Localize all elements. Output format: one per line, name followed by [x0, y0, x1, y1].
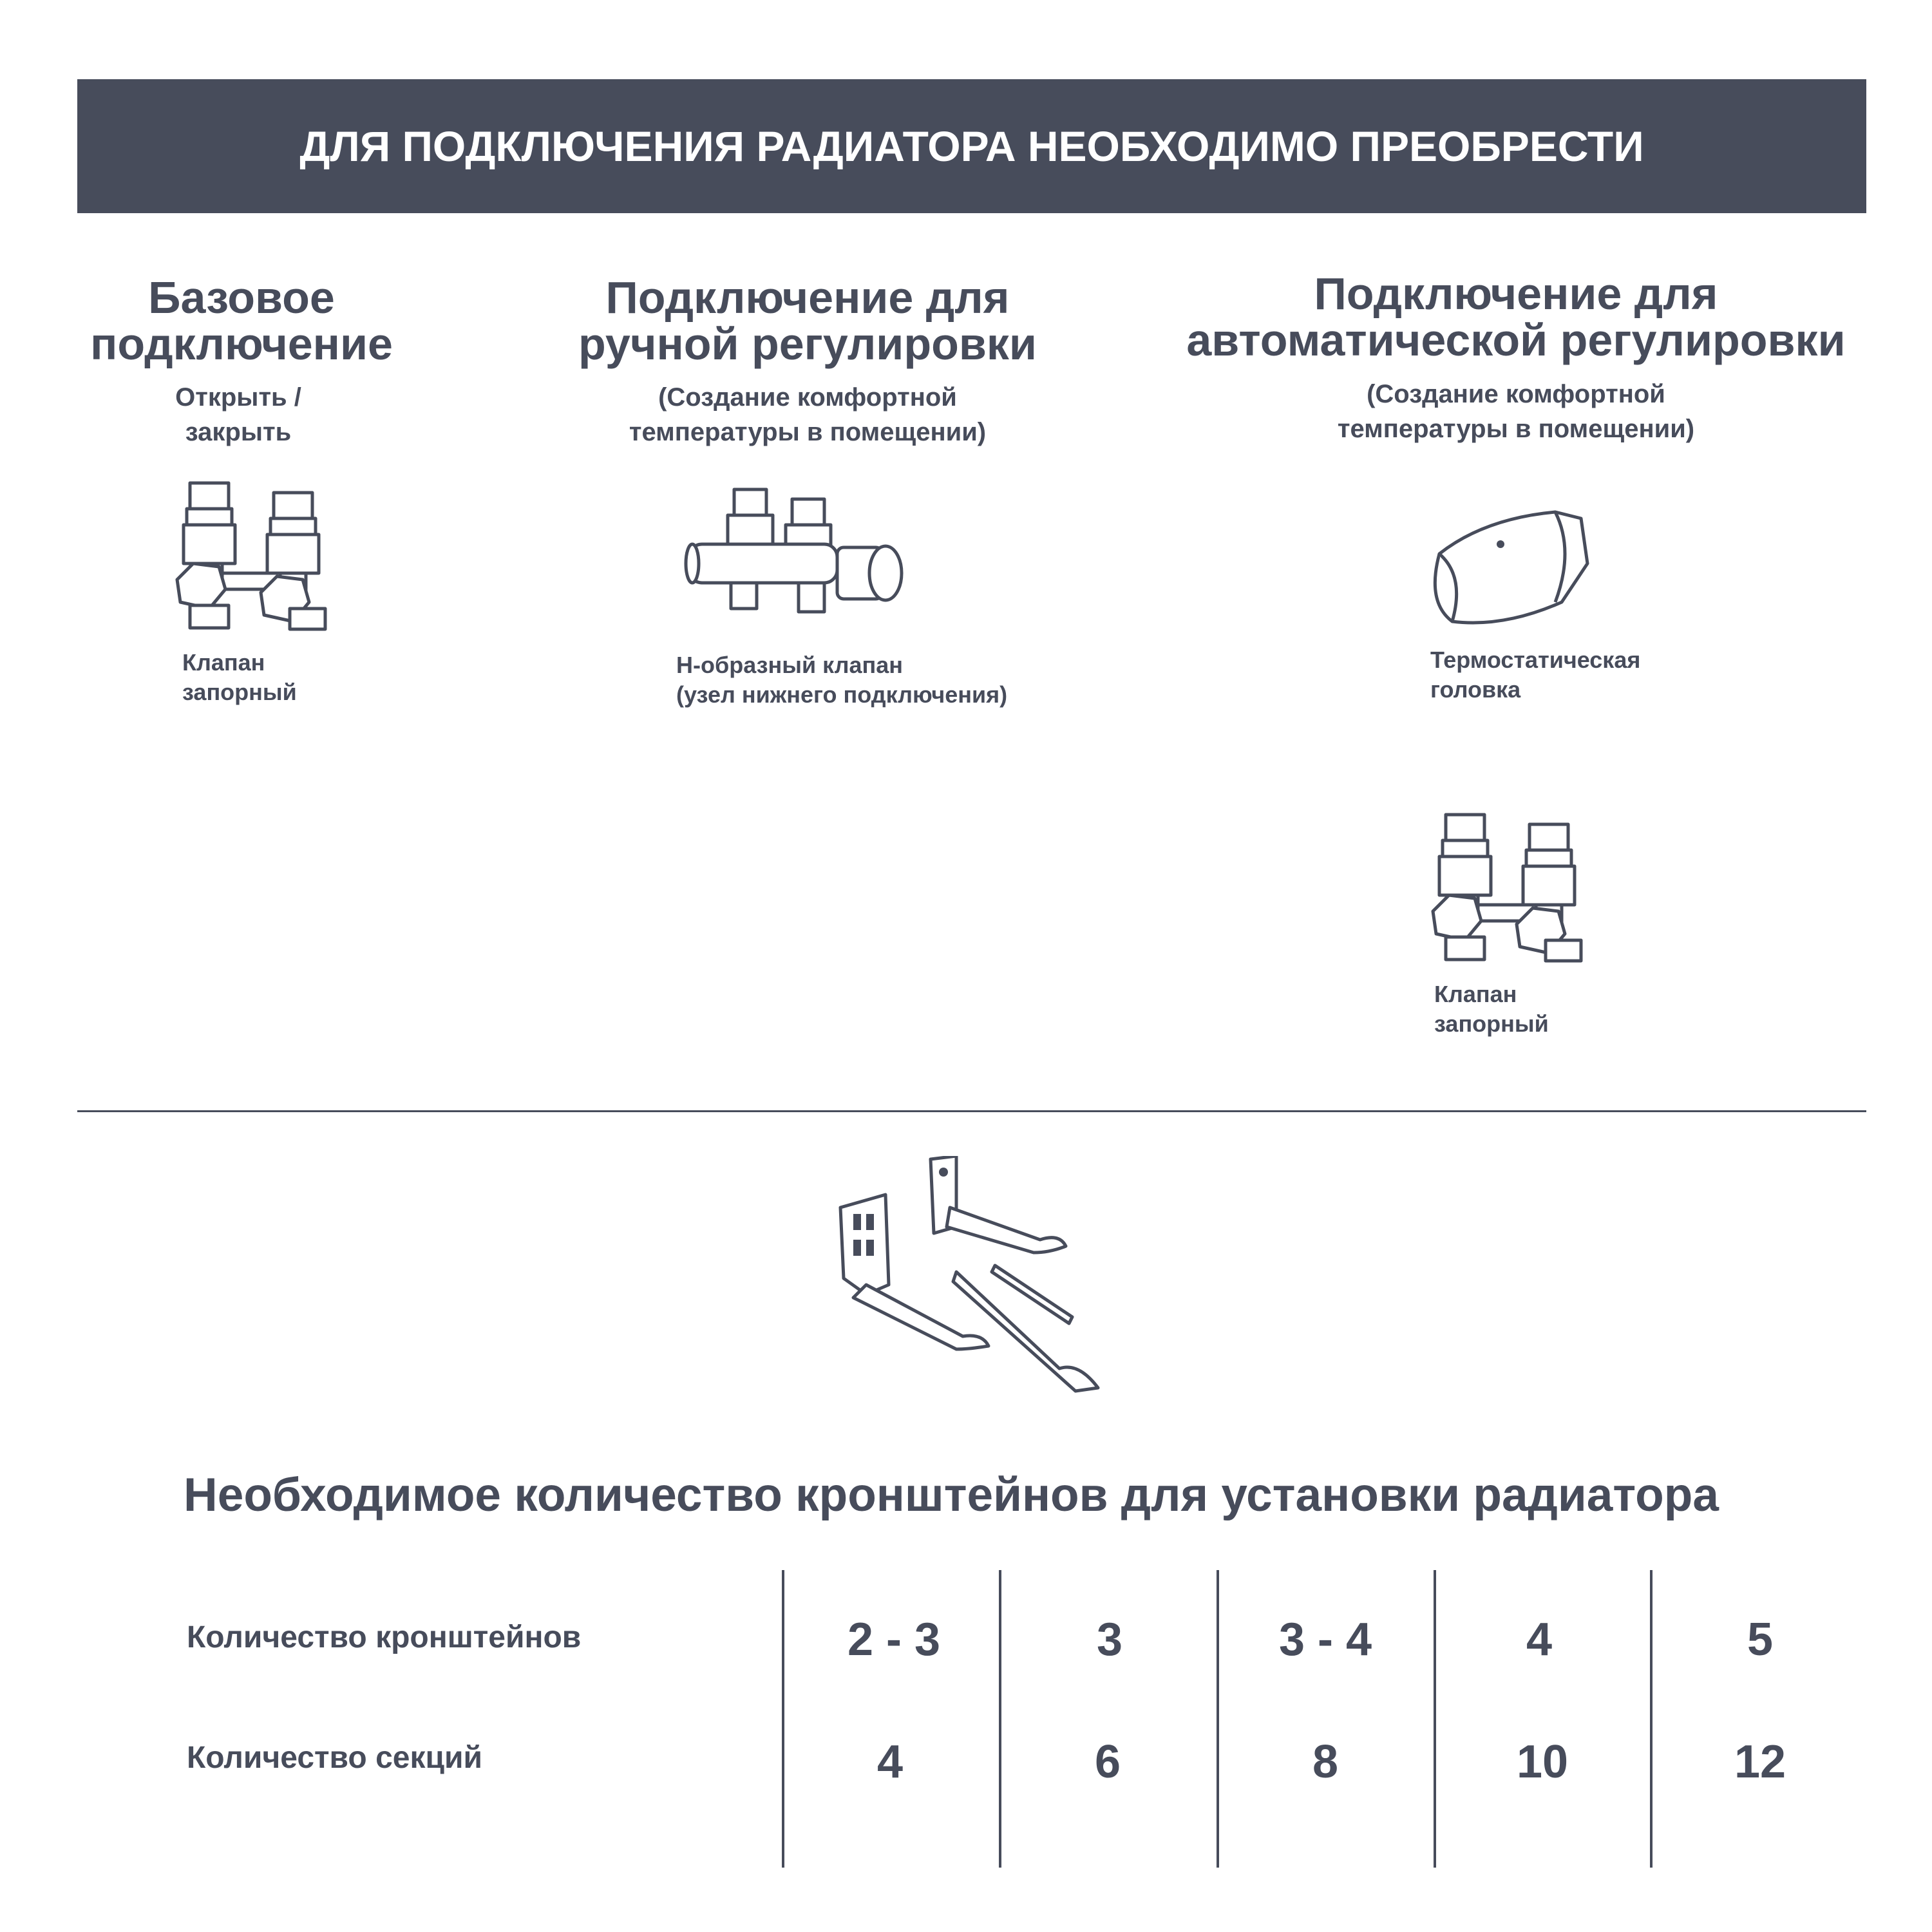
title-line: ручной регулировки [578, 319, 1037, 369]
subtitle-line: температуры в помещении) [1337, 415, 1695, 443]
subtitle-line: (Создание комфортной [1367, 380, 1665, 408]
column-auto-title: Подключение для автоматической регулиров… [1186, 270, 1845, 363]
subtitle-line: Открыть / [175, 383, 301, 412]
subtitle-line: (Создание комфортной [658, 383, 957, 412]
shutoff-valve-icon [175, 481, 327, 631]
label-line: (узел нижнего подключения) [676, 681, 1008, 708]
column-manual-subtitle: (Создание комфортной температуры в помещ… [629, 380, 986, 450]
thermostatic-head-icon [1433, 510, 1589, 625]
item-label: Н-образный клапан (узел нижнего подключе… [676, 650, 1007, 710]
section-count: 4 [876, 1736, 904, 1788]
item-label: Термостатическая головка [1430, 645, 1640, 705]
bracket-count: 3 [1096, 1614, 1123, 1665]
title-line: подключение [90, 319, 393, 369]
label-line: Термостатическая [1430, 647, 1641, 673]
table-title: Необходимое количество кронштейнов для у… [184, 1469, 1719, 1521]
row-label-sections: Количество секций [187, 1741, 483, 1775]
section-count: 12 [1734, 1736, 1786, 1788]
section-count: 6 [1094, 1736, 1121, 1788]
header-banner: ДЛЯ ПОДКЛЮЧЕНИЯ РАДИАТОРА НЕОБХОДИМО ПРЕ… [77, 79, 1866, 213]
column-divider [782, 1570, 784, 1868]
column-divider [1434, 1570, 1436, 1868]
title-line: Базовое [148, 272, 335, 323]
bracket-count: 4 [1526, 1614, 1553, 1665]
subtitle-line: температуры в помещении) [629, 418, 987, 446]
banner-title: ДЛЯ ПОДКЛЮЧЕНИЯ РАДИАТОРА НЕОБХОДИМО ПРЕ… [299, 122, 1644, 170]
column-divider [1650, 1570, 1653, 1868]
bracket-count: 3 - 4 [1278, 1614, 1372, 1665]
column-auto-subtitle: (Создание комфортной температуры в помещ… [1338, 377, 1694, 446]
column-manual-title: Подключение для ручной регулировки [578, 274, 1037, 367]
shutoff-valve-icon [1431, 813, 1583, 963]
item-label: Клапан запорный [1434, 980, 1549, 1039]
label-line: головка [1430, 676, 1521, 703]
column-basic-title: Базовое подключение [90, 274, 393, 367]
column-divider [999, 1570, 1001, 1868]
h-valve-icon [684, 488, 904, 614]
bracket-count: 2 - 3 [847, 1614, 941, 1665]
column-divider [1217, 1570, 1219, 1868]
title-line: Подключение для [1314, 269, 1718, 319]
section-count: 8 [1312, 1736, 1339, 1788]
label-line: запорный [1434, 1010, 1549, 1037]
title-line: Подключение для [605, 272, 1010, 323]
section-count: 10 [1516, 1736, 1569, 1788]
wall-bracket-icon [838, 1156, 1100, 1393]
title-line: автоматической регулировки [1186, 315, 1846, 365]
item-label: Клапан запорный [182, 648, 297, 707]
label-line: запорный [182, 679, 297, 705]
label-line: Клапан [1434, 981, 1517, 1007]
label-line: Клапан [182, 649, 265, 676]
section-divider [77, 1110, 1866, 1112]
subtitle-line: закрыть [185, 418, 292, 446]
column-basic-subtitle: Открыть / закрыть [175, 380, 301, 450]
bracket-count: 5 [1747, 1614, 1774, 1665]
label-line: Н-образный клапан [676, 652, 904, 678]
row-label-brackets: Количество кронштейнов [187, 1620, 582, 1654]
